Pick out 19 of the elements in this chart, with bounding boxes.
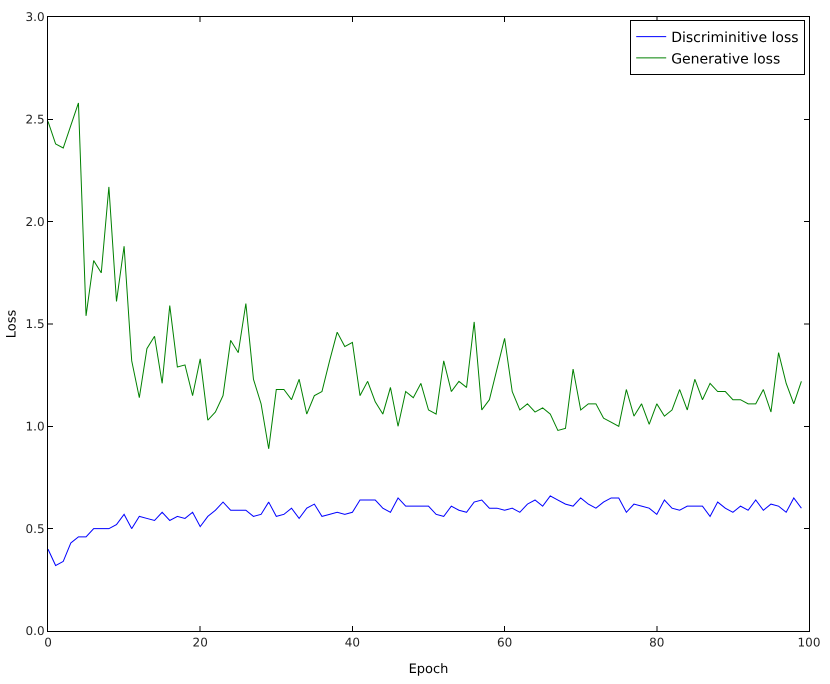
x-axis-title: Epoch	[408, 662, 448, 677]
y-tick-label: 2.0	[26, 214, 45, 229]
y-tick-label: 0.5	[26, 522, 45, 536]
line-series	[48, 495, 802, 566]
legend-label: Generative loss	[671, 51, 780, 68]
y-tick-label: 3.0	[26, 10, 45, 24]
x-tick-label: 80	[649, 635, 664, 650]
y-axis-title: Loss	[4, 310, 20, 338]
x-tick-label: 40	[344, 635, 360, 650]
y-tick-label: 0.0	[26, 624, 45, 638]
x-tick-label: 20	[192, 635, 208, 650]
y-tick-label: 2.5	[26, 112, 45, 127]
x-tick-label: 60	[496, 635, 512, 650]
x-tick-label: 0	[44, 635, 52, 650]
line-series	[48, 102, 802, 450]
legend-label: Discriminitive loss	[671, 30, 799, 46]
y-tick-label: 1.0	[26, 420, 45, 434]
x-tick-label: 100	[798, 635, 820, 650]
y-tick-label: 1.5	[26, 317, 45, 332]
